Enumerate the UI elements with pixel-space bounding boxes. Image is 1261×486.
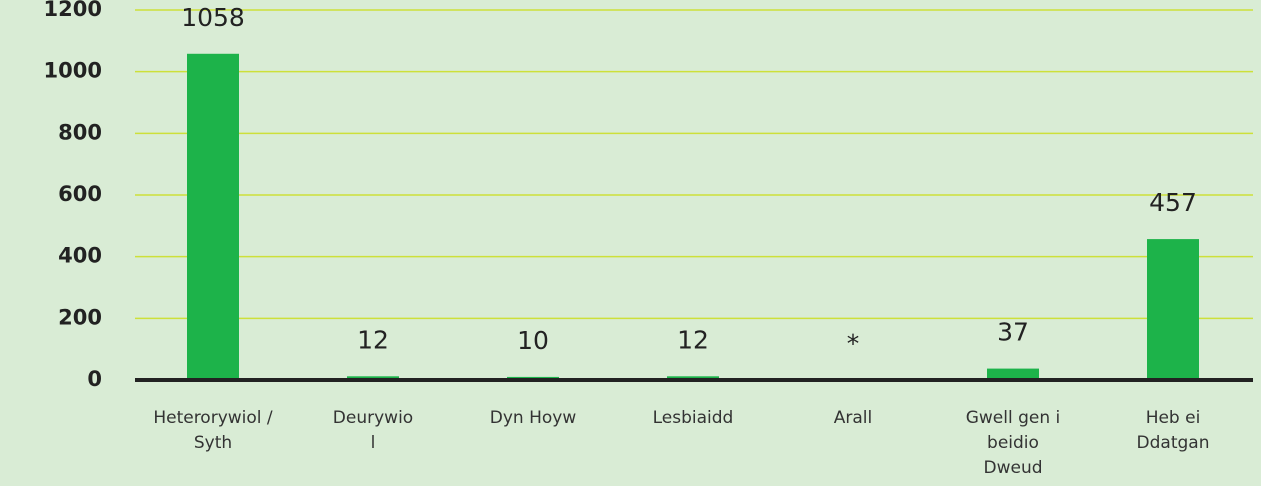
bar: [187, 53, 239, 381]
y-tick-label: 1200: [44, 0, 102, 21]
bar: [1147, 239, 1199, 380]
y-tick-label: 200: [58, 305, 102, 329]
x-tick-label: Lesbiaidd: [652, 408, 734, 428]
x-tick-label: Gwell gen i beidio Dweud: [965, 408, 1061, 478]
data-label: 12: [677, 325, 709, 354]
data-label: 12: [357, 325, 389, 354]
x-tick-label: Heterorywiol / Syth: [153, 408, 273, 453]
data-label: 37: [997, 318, 1029, 347]
data-label: *: [847, 329, 860, 358]
y-tick-label: 400: [58, 244, 102, 268]
data-label: 457: [1149, 188, 1197, 217]
bar: [987, 368, 1039, 380]
x-tick-label: Deurywio l: [332, 408, 414, 453]
y-tick-label: 1000: [44, 59, 102, 83]
y-tick-label: 600: [58, 182, 102, 206]
x-tick-label: Heb ei Ddatgan: [1136, 408, 1210, 453]
data-label: 10: [517, 326, 549, 355]
data-label: 1058: [181, 3, 245, 32]
x-tick-label: Arall: [833, 408, 873, 428]
y-tick-label: 0: [87, 367, 102, 391]
y-tick-label: 800: [58, 120, 102, 144]
x-tick-label: Dyn Hoyw: [489, 408, 577, 428]
